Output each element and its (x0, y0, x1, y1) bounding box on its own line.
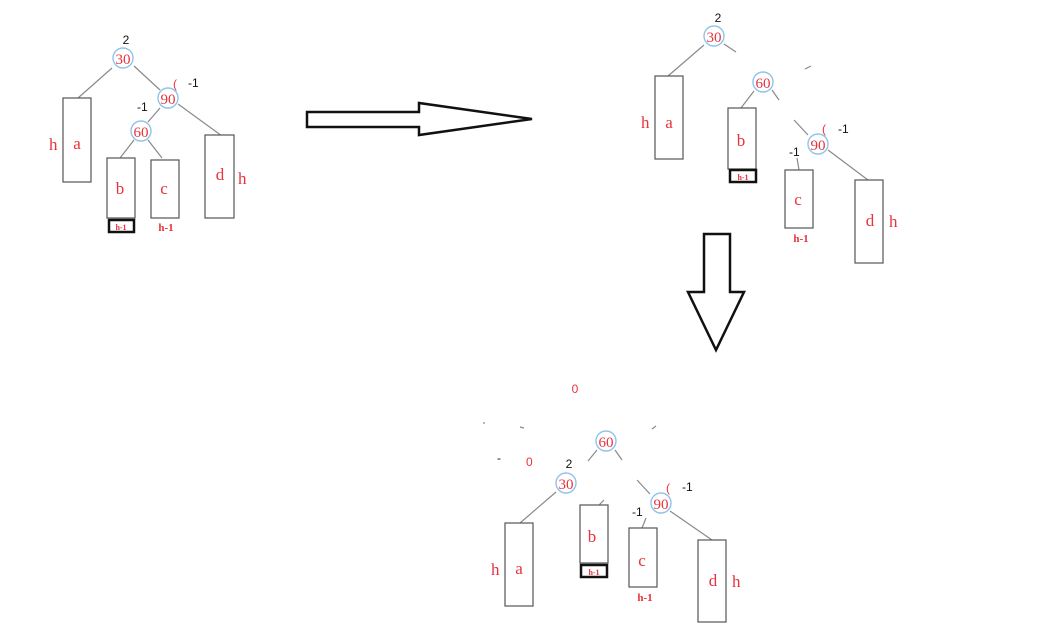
height-a: h (49, 135, 58, 154)
node-30: 30 (116, 52, 131, 68)
tree-after-left-rotation: 0 60 30 90 - 0 2 ( -1 -1 a b c d h h h- (483, 382, 741, 623)
edge3-tick-b (519, 426, 525, 429)
node2-30-ring (703, 25, 725, 47)
bf-90: -1 (188, 76, 199, 90)
subtree2-d-label: d (866, 211, 875, 230)
height-c: h-1 (158, 222, 173, 234)
subtree-b-label: b (116, 179, 125, 198)
edge3-90-d (669, 510, 713, 541)
edge2-60-right (771, 89, 780, 101)
node-30-ring (112, 47, 134, 69)
inserted-node2-box (728, 168, 758, 184)
node-60-ring (130, 120, 152, 142)
arrow-down (686, 232, 746, 353)
subtree-a-label: a (73, 134, 81, 153)
edge3-60-90 (614, 449, 623, 461)
edge2-tick (804, 65, 812, 70)
node3-60: 60 (599, 435, 614, 451)
edge2-90-d (827, 149, 869, 181)
edge-30-90 (133, 65, 161, 91)
height3-c: h-1 (637, 592, 652, 604)
bf-30: 2 (123, 33, 130, 47)
height2-new: h-1 (737, 173, 748, 182)
tree-before-rotation: 30 90 60 2 ( -1 -1 a b c d h h h-1 h-1 (49, 33, 247, 234)
bf-90-mark: ( (173, 77, 177, 91)
height-new: h-1 (115, 223, 126, 232)
bf2-90-mark: ( (822, 122, 826, 136)
arrow-right (305, 101, 533, 137)
node-90: 90 (161, 92, 176, 108)
bf3-90-mark: ( (666, 481, 670, 495)
subtree2-a-box (654, 75, 684, 160)
subtree-d-label: d (216, 165, 225, 184)
edge-60-b (119, 139, 135, 159)
bf3-30-old: 2 (566, 457, 573, 471)
bf3-90: -1 (682, 480, 693, 494)
edge-90-60 (147, 107, 161, 123)
bf3-dash: - (497, 451, 501, 465)
bf2-c: -1 (789, 145, 800, 159)
node2-90: 90 (811, 138, 826, 154)
edge3-tick-c (651, 425, 657, 430)
height-d: h (238, 169, 247, 188)
edge3-30-a (519, 491, 557, 524)
bf3-c: -1 (632, 505, 643, 519)
bf2-30: 2 (715, 11, 722, 25)
height2-a: h (641, 113, 650, 132)
subtree-a-box (62, 97, 92, 183)
node3-60-ring (595, 430, 617, 452)
subtree2-b-label: b (737, 131, 746, 150)
subtree3-b-box (579, 504, 609, 564)
height2-d: h (889, 212, 898, 231)
subtree3-c-box (628, 527, 658, 588)
edge-30-a (77, 67, 113, 99)
inserted-node3-box (579, 563, 609, 579)
subtree-b-box (106, 157, 136, 219)
tree-after-right-rotation: 30 60 90 2 ( -1 -1 a b c d h h h-1 h-1 (641, 11, 898, 264)
node3-30: 30 (559, 477, 574, 493)
subtree2-a-label: a (665, 113, 673, 132)
subtree2-c-label: c (794, 190, 802, 209)
node-90-ring (157, 87, 179, 109)
bf3-30-new: 0 (526, 455, 533, 469)
node2-30: 30 (707, 30, 722, 46)
subtree3-a-box (504, 522, 534, 607)
edge3-90-c (641, 517, 647, 529)
bf3-top: 0 (572, 382, 579, 396)
subtree3-d-box (697, 539, 727, 623)
edge3-60-30 (587, 449, 598, 462)
bf-60: -1 (137, 100, 148, 114)
edge2-90-c (796, 157, 800, 171)
subtree2-c-box (784, 169, 814, 229)
node2-90-ring (807, 133, 829, 155)
edge-60-c (147, 139, 163, 159)
node3-90: 90 (654, 497, 669, 513)
edge2-60-b (740, 90, 755, 109)
node3-90-ring (650, 492, 672, 514)
height3-d: h (732, 572, 741, 591)
subtree-c-label: c (160, 179, 168, 198)
height3-new: h-1 (588, 568, 599, 577)
node2-60: 60 (756, 76, 771, 92)
inserted-node-box (107, 218, 136, 234)
subtree3-d-label: d (709, 571, 718, 590)
height3-a: h (491, 560, 500, 579)
node-60: 60 (134, 125, 149, 141)
edge3-90-up (636, 479, 651, 495)
subtree3-a-label: a (515, 559, 523, 578)
edge2-90-up (793, 119, 809, 136)
height2-c: h-1 (793, 233, 808, 245)
node2-60-ring (752, 71, 774, 93)
subtree-c-box (150, 159, 180, 219)
subtree3-b-label: b (588, 527, 597, 546)
subtree2-d-box (854, 179, 884, 264)
subtree-d-box (204, 134, 235, 219)
node3-30-ring (555, 472, 577, 494)
bf2-90: -1 (838, 122, 849, 136)
edge-90-d (177, 103, 223, 137)
subtree3-c-label: c (638, 551, 646, 570)
edge2-30-a (667, 44, 705, 77)
edge2-30-60 (723, 43, 737, 53)
